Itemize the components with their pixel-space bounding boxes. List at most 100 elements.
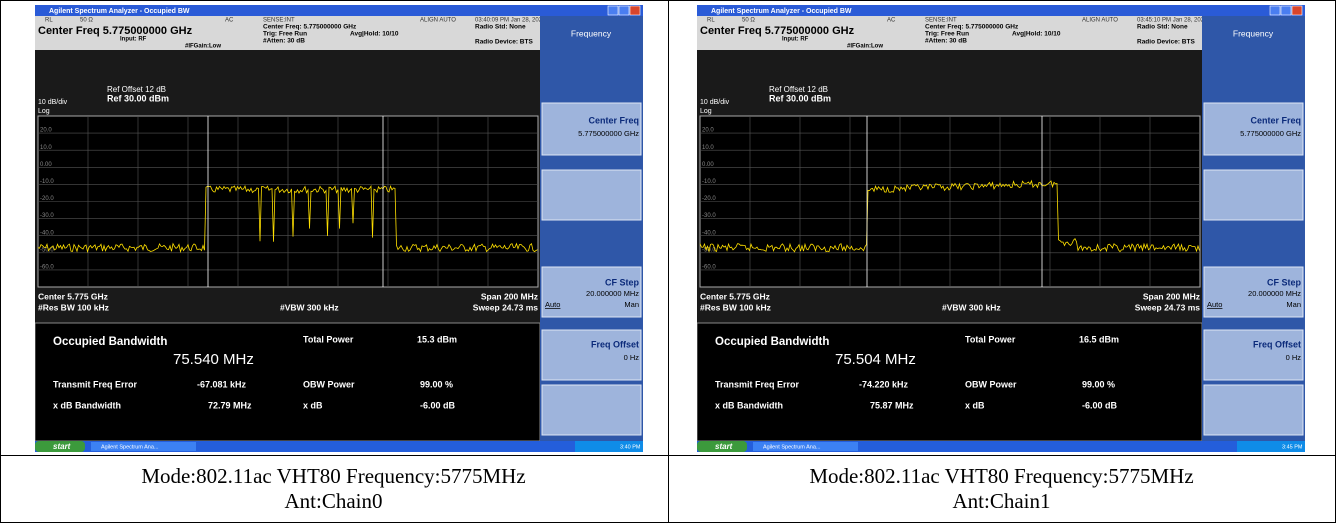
obw-power-value: 99.00 %	[1082, 379, 1115, 389]
xdb-bw-value: 75.87 MHz	[870, 400, 914, 410]
y-tick-label: -60.0	[702, 264, 716, 270]
softkey-option: Man	[624, 300, 639, 309]
sweep-label: Sweep 24.73 ms	[473, 302, 538, 312]
total-power-label: Total Power	[965, 334, 1016, 344]
input: Input: RF	[120, 37, 147, 43]
span-label: Span 200 MHz	[481, 291, 538, 301]
softkey-value: 20.000000 MHz	[586, 289, 639, 298]
obw-value: 75.540 MHz	[173, 351, 254, 368]
tfe-value: -67.081 kHz	[197, 379, 247, 389]
scale: 10 dB/div	[700, 99, 730, 106]
softkey-option: Auto	[545, 300, 560, 309]
trig-info: #Atten: 30 dB	[263, 38, 305, 45]
avg-hold: Avg|Hold: 10/10	[1012, 31, 1061, 38]
radio-device: Radio Device: BTS	[1137, 39, 1195, 46]
status-field: SENSE:INT	[925, 18, 957, 24]
xdb-bw-label: x dB Bandwidth	[715, 400, 783, 410]
y-tick-label: -30.0	[702, 213, 716, 219]
window-button	[630, 6, 640, 15]
softkey-label: Freq Offset	[1253, 339, 1301, 349]
xdb-label: x dB	[965, 400, 985, 410]
start-label: start	[53, 442, 71, 451]
status-field: AC	[225, 18, 234, 24]
radio-std: Radio Std: None	[1137, 24, 1188, 31]
span-label: Span 200 MHz	[1143, 291, 1200, 301]
obw-label: Occupied Bandwidth	[53, 336, 167, 348]
y-tick-label: -40.0	[40, 230, 54, 236]
window-button	[1281, 6, 1291, 15]
tfe-label: Transmit Freq Error	[53, 379, 138, 389]
obw-power-label: OBW Power	[303, 379, 355, 389]
input: Input: RF	[782, 37, 809, 43]
y-tick-label: -10.0	[702, 179, 716, 185]
rbw-label: #Res BW 100 kHz	[700, 302, 771, 312]
window-button	[608, 6, 618, 15]
radio-device: Radio Device: BTS	[475, 39, 533, 46]
softkey-value: 5.775000000 GHz	[578, 129, 639, 138]
rbw-label: #Res BW 100 kHz	[38, 302, 109, 312]
status-field: ALIGN AUTO	[1082, 18, 1118, 24]
log-label: Log	[700, 108, 712, 115]
ifgain: #IFGain:Low	[847, 44, 883, 50]
softkey-label: CF Step	[1267, 277, 1302, 287]
vbw-label: #VBW 300 kHz	[942, 302, 1001, 312]
obw-power-value: 99.00 %	[420, 379, 453, 389]
status-field: SENSE:INT	[263, 18, 295, 24]
status-field: 03:40:09 PM Jan 28, 2024	[475, 18, 546, 24]
page: Agilent Spectrum Analyzer - Occupied BW R…	[0, 0, 1336, 523]
trig-info: Center Freq: 5.775000000 GHz	[263, 24, 357, 31]
window-button	[1270, 6, 1280, 15]
softkey-header: Frequency	[1233, 28, 1274, 38]
analyzer-screenshot: Agilent Spectrum Analyzer - Occupied BW R…	[35, 5, 643, 452]
xdb-label: x dB	[303, 400, 323, 410]
softkey-value: 5.775000000 GHz	[1240, 129, 1301, 138]
softkey-option: Man	[1286, 300, 1301, 309]
y-tick-label: -40.0	[702, 230, 716, 236]
caption-line: Mode:802.11ac VHT80 Frequency:5775MHz	[0, 464, 667, 489]
softkey[interactable]	[542, 170, 641, 220]
window-button	[619, 6, 629, 15]
softkey[interactable]	[1204, 170, 1303, 220]
task-label: Agilent Spectrum Ana...	[101, 444, 159, 450]
center-label: Center 5.775 GHz	[700, 291, 770, 301]
center-freq: Center Freq 5.775000000 GHz	[38, 25, 193, 37]
trig-info: Trig: Free Run	[925, 31, 969, 38]
softkey-value: 20.000000 MHz	[1248, 289, 1301, 298]
softkey[interactable]	[1204, 385, 1303, 435]
center-label: Center 5.775 GHz	[38, 291, 108, 301]
status-field: RL	[45, 18, 53, 24]
softkey-label: CF Step	[605, 277, 640, 287]
y-tick-label: 0.00	[40, 162, 52, 168]
softkey[interactable]	[542, 385, 641, 435]
trig-info: Center Freq: 5.775000000 GHz	[925, 24, 1019, 31]
scale: 10 dB/div	[38, 99, 68, 106]
clock: 3:40 PM	[620, 444, 641, 450]
y-tick-label: -30.0	[40, 213, 54, 219]
status-field: ALIGN AUTO	[420, 18, 456, 24]
trig-info: Trig: Free Run	[263, 31, 307, 38]
sweep-label: Sweep 24.73 ms	[1135, 302, 1200, 312]
softkey-option: Auto	[1207, 300, 1222, 309]
softkey-value: 0 Hz	[1286, 353, 1302, 362]
obw-label: Occupied Bandwidth	[715, 336, 829, 348]
start-label: start	[715, 442, 733, 451]
y-tick-label: -20.0	[702, 196, 716, 202]
total-power-value: 15.3 dBm	[417, 334, 457, 344]
caption-line: Mode:802.11ac VHT80 Frequency:5775MHz	[668, 464, 1335, 489]
obw-value: 75.504 MHz	[835, 351, 916, 368]
caption-line: Ant:Chain1	[668, 489, 1335, 514]
caption: Mode:802.11ac VHT80 Frequency:5775MHzAnt…	[668, 456, 1335, 522]
clock: 3:45 PM	[1282, 444, 1303, 450]
center-freq: Center Freq 5.775000000 GHz	[700, 25, 855, 37]
y-tick-label: -20.0	[40, 196, 54, 202]
analyzer-screenshot: Agilent Spectrum Analyzer - Occupied BW R…	[697, 5, 1305, 452]
xdb-bw-label: x dB Bandwidth	[53, 400, 121, 410]
total-power-label: Total Power	[303, 334, 354, 344]
window-title: Agilent Spectrum Analyzer - Occupied BW	[711, 8, 852, 15]
window-title: Agilent Spectrum Analyzer - Occupied BW	[49, 8, 190, 15]
tfe-value: -74.220 kHz	[859, 379, 909, 389]
y-tick-label: 20.0	[702, 128, 714, 134]
status-field: 50 Ω	[80, 18, 93, 24]
status-field: RL	[707, 18, 715, 24]
